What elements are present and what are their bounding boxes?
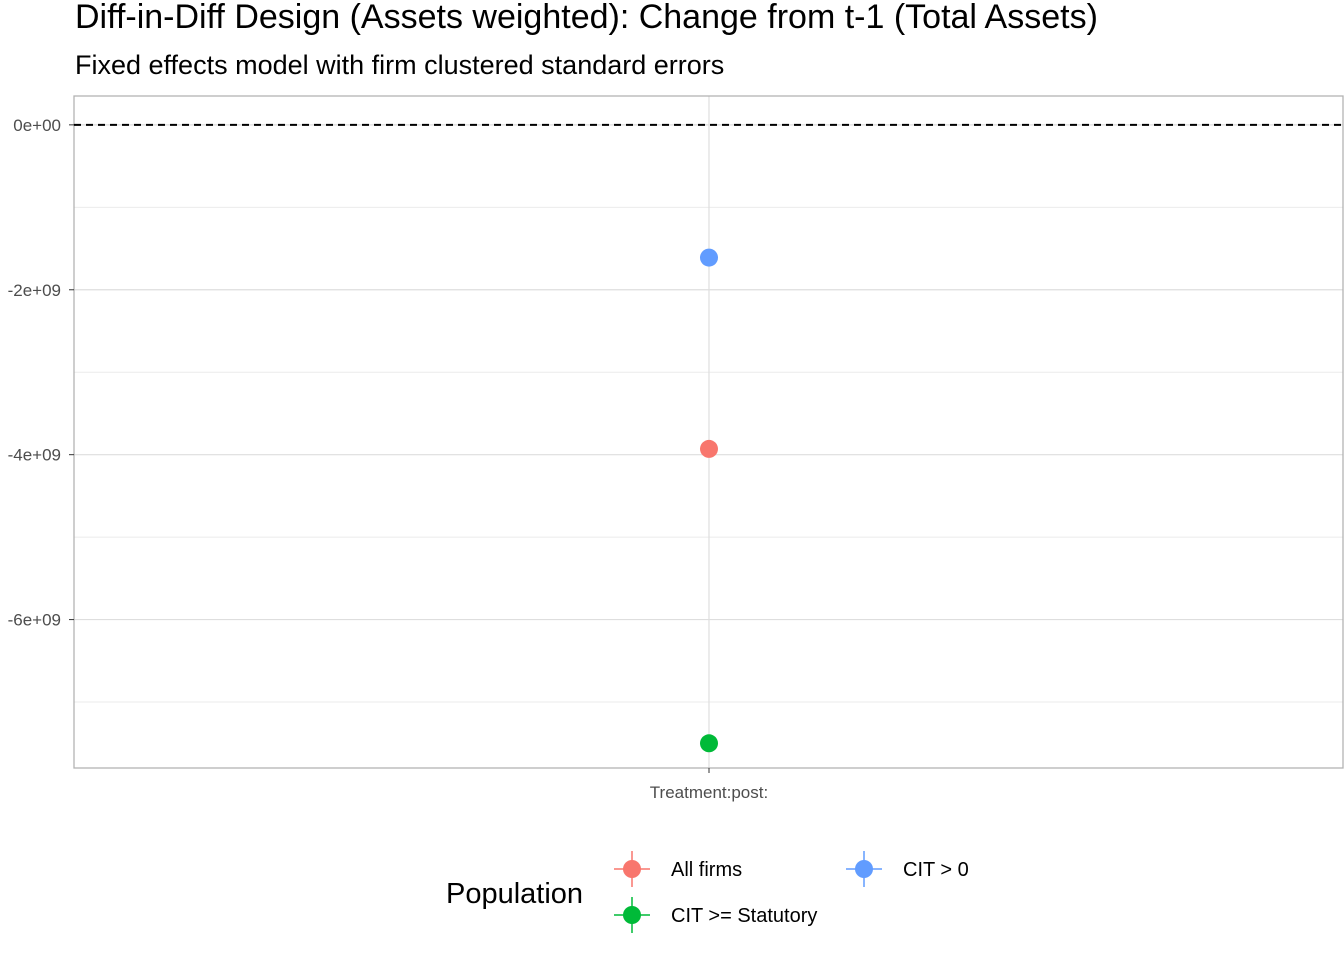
legend-title: Population	[446, 878, 583, 910]
data-point	[700, 439, 718, 458]
legend-label: All firms	[671, 859, 742, 881]
legend-key-point	[623, 906, 641, 924]
legend-label: CIT > 0	[903, 859, 969, 881]
legend-key-point	[623, 860, 641, 878]
data-point	[700, 734, 718, 753]
y-tick-label: 0e+00	[13, 116, 61, 135]
legend-label: CIT >= Statutory	[671, 905, 817, 927]
y-tick-label: -2e+09	[8, 281, 61, 300]
legend: Population All firms CIT >= Statutory CIT …	[446, 851, 969, 933]
x-tick-label: Treatment:post:	[650, 783, 768, 802]
plot-panel: 0e+00 -2e+09 -4e+09 -6e+09 Treatment:post:	[8, 95, 1344, 802]
chart-subtitle: Fixed effects model with firm clustered …	[75, 50, 724, 80]
chart-title: Diff-in-Diff Design (Assets weighted): C…	[75, 0, 1098, 36]
legend-key-point	[855, 860, 873, 878]
y-tick-label: -4e+09	[8, 446, 61, 465]
y-tick-label: -6e+09	[8, 611, 61, 630]
data-point	[700, 248, 718, 267]
